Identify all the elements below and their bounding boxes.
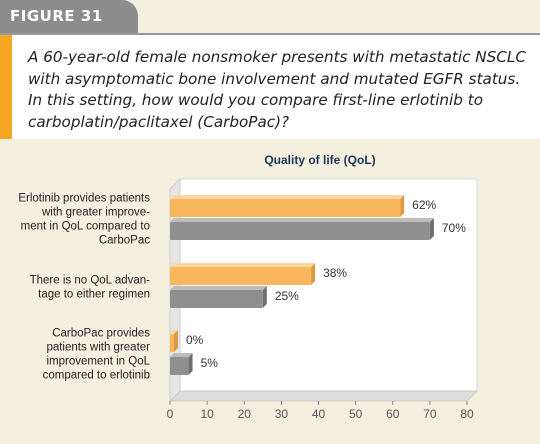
x-tick-label: 0 <box>167 407 174 421</box>
question-box: A 60-year-old female nonsmoker presents … <box>0 35 540 139</box>
header-divider <box>0 33 540 35</box>
bar-top <box>170 330 178 334</box>
bar-top <box>170 353 193 357</box>
figure-label: FIGURE 31 <box>10 7 103 25</box>
bar-end <box>429 218 434 240</box>
category-label: ment in QoL compared to <box>21 221 150 233</box>
category-label: tage to either regimen <box>38 289 150 301</box>
qol-bar-chart: Quality of life (QoL) 0 10 20 30 40 50 60 70 80 E… <box>18 153 478 421</box>
bar-value-label: 38% <box>323 266 347 280</box>
question-text: A 60-year-old female nonsmoker presents … <box>28 48 526 131</box>
category-label: There is no QoL advan- <box>30 275 151 287</box>
category-label: compared to erlotinib <box>43 370 150 382</box>
bar-top <box>170 218 434 222</box>
x-tick-label: 40 <box>312 407 326 421</box>
question-accent-bar <box>0 35 12 139</box>
bar-value-label: 25% <box>275 289 299 303</box>
bar-top <box>170 263 316 267</box>
bar-value-label: 62% <box>412 198 436 212</box>
figure-tab: FIGURE 31 <box>0 0 138 33</box>
bar <box>170 199 401 217</box>
bar-end <box>400 195 405 217</box>
plot-area: 0 10 20 30 40 50 60 70 80 Erlotinib provides pati… <box>18 178 478 421</box>
x-tick-label: 10 <box>200 407 214 421</box>
category-label: with greater improve- <box>41 207 150 219</box>
x-tick-label: 80 <box>460 407 474 421</box>
bar-end <box>188 353 193 375</box>
category-label: CarboPac provides <box>52 328 150 340</box>
chart-floor <box>169 390 478 402</box>
bar <box>170 222 430 240</box>
bar <box>170 357 189 375</box>
x-tick-label: 70 <box>423 407 437 421</box>
x-tick-label: 20 <box>238 407 252 421</box>
x-tick-label: 30 <box>275 407 289 421</box>
bar <box>170 290 263 308</box>
bar <box>170 334 174 352</box>
category-label: CarboPac <box>99 235 150 247</box>
x-tick-label: 60 <box>386 407 400 421</box>
x-tick-label: 50 <box>349 407 363 421</box>
bar-top <box>170 195 405 199</box>
category-label: improvement in QoL <box>46 356 150 368</box>
bar-value-label: 5% <box>201 356 219 370</box>
bar-end <box>262 286 267 308</box>
category-label: Erlotinib provides patients <box>18 193 150 205</box>
bar-end <box>174 330 178 352</box>
category-label: patients with greater <box>46 342 150 354</box>
bar-value-label: 0% <box>186 333 204 347</box>
bar-value-label: 70% <box>442 221 466 235</box>
chart-title: Quality of life (QoL) <box>264 153 375 167</box>
bar-end <box>311 263 316 285</box>
bar-top <box>170 286 267 290</box>
bar <box>170 267 312 285</box>
